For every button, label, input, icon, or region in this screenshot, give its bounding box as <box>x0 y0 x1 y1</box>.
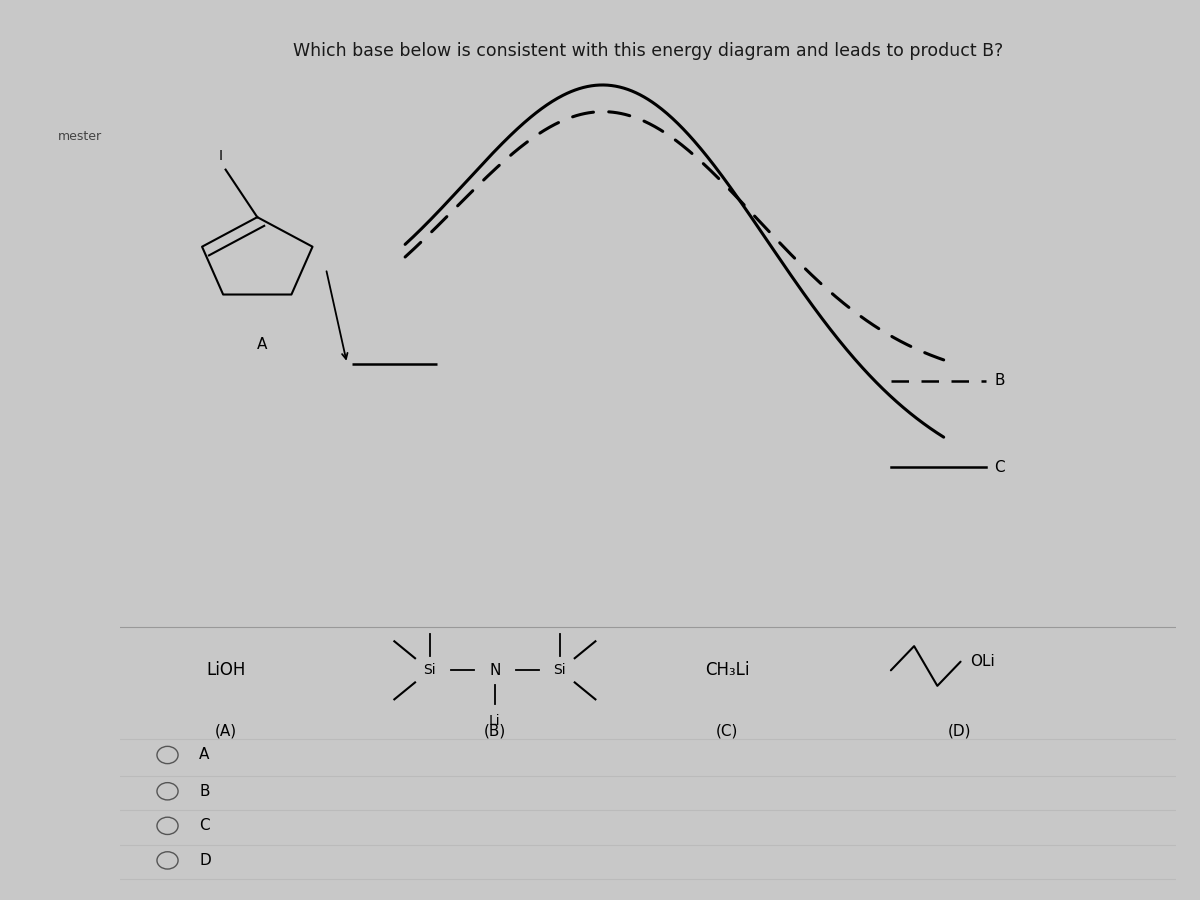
Text: N: N <box>490 662 500 678</box>
Text: (C): (C) <box>716 724 738 738</box>
Text: C: C <box>995 460 1004 475</box>
Text: mester: mester <box>58 130 102 143</box>
Text: Li: Li <box>490 714 500 728</box>
Text: (A): (A) <box>215 724 236 738</box>
Text: A: A <box>199 748 210 762</box>
Text: C: C <box>199 818 210 833</box>
Text: CH₃Li: CH₃Li <box>704 662 750 680</box>
Text: (D): (D) <box>948 724 971 738</box>
Text: B: B <box>995 374 1004 389</box>
Text: Si: Si <box>553 663 566 678</box>
Text: I: I <box>218 148 222 163</box>
Text: OLi: OLi <box>970 654 995 670</box>
Text: D: D <box>199 853 211 868</box>
Text: LiOH: LiOH <box>206 662 245 680</box>
Text: Which base below is consistent with this energy diagram and leads to product B?: Which base below is consistent with this… <box>293 42 1003 60</box>
Text: Si: Si <box>424 663 436 678</box>
Text: B: B <box>199 784 210 799</box>
Text: A: A <box>257 338 268 352</box>
Text: (B): (B) <box>484 724 506 738</box>
